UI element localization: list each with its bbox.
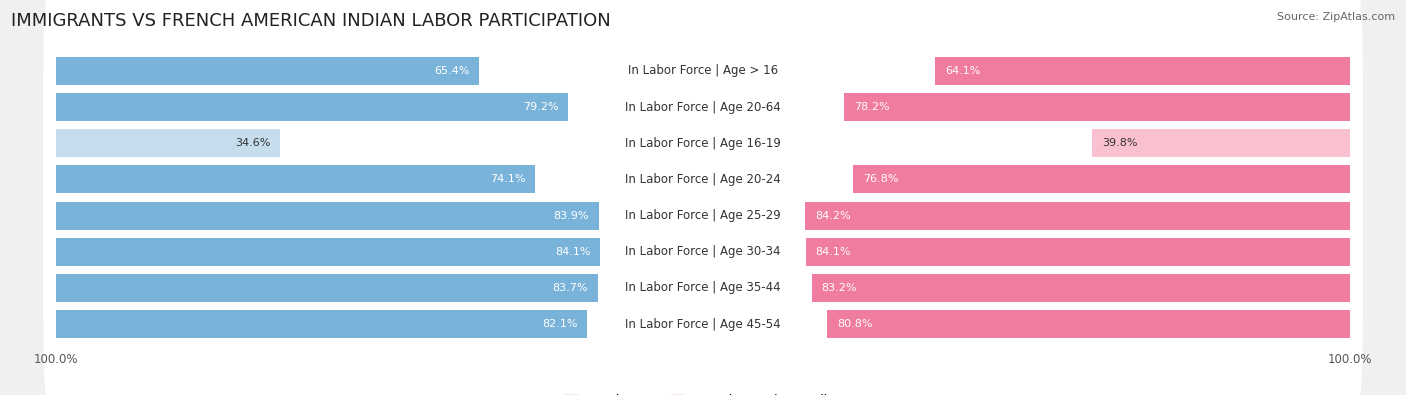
Text: In Labor Force | Age > 16: In Labor Force | Age > 16 [628, 64, 778, 77]
Legend: Immigrants, French American Indian: Immigrants, French American Indian [564, 394, 842, 395]
Text: 83.7%: 83.7% [553, 283, 588, 293]
Text: In Labor Force | Age 45-54: In Labor Force | Age 45-54 [626, 318, 780, 331]
FancyBboxPatch shape [44, 0, 1362, 176]
FancyBboxPatch shape [44, 219, 1362, 395]
Text: 76.8%: 76.8% [863, 175, 898, 184]
Text: 64.1%: 64.1% [945, 66, 980, 76]
Text: 84.2%: 84.2% [815, 211, 851, 220]
Bar [56, 310, 588, 338]
Bar [811, 274, 1350, 302]
Bar [806, 238, 1350, 266]
Bar [56, 93, 568, 121]
FancyBboxPatch shape [44, 38, 1362, 248]
Text: 74.1%: 74.1% [491, 175, 526, 184]
Text: In Labor Force | Age 25-29: In Labor Force | Age 25-29 [626, 209, 780, 222]
Bar [806, 202, 1350, 229]
Text: 84.1%: 84.1% [815, 247, 851, 257]
Bar [1092, 129, 1350, 157]
Text: 80.8%: 80.8% [837, 319, 872, 329]
Text: 34.6%: 34.6% [235, 138, 270, 148]
Bar [56, 202, 599, 229]
Text: 83.2%: 83.2% [821, 283, 856, 293]
Bar [853, 166, 1350, 193]
FancyBboxPatch shape [44, 2, 1362, 213]
Text: 82.1%: 82.1% [543, 319, 578, 329]
Text: IMMIGRANTS VS FRENCH AMERICAN INDIAN LABOR PARTICIPATION: IMMIGRANTS VS FRENCH AMERICAN INDIAN LAB… [11, 12, 612, 30]
FancyBboxPatch shape [44, 182, 1362, 393]
Bar [827, 310, 1350, 338]
Bar [56, 238, 600, 266]
Text: In Labor Force | Age 20-24: In Labor Force | Age 20-24 [626, 173, 780, 186]
Bar [844, 93, 1350, 121]
Bar [935, 57, 1350, 85]
Text: Source: ZipAtlas.com: Source: ZipAtlas.com [1277, 12, 1395, 22]
Text: 39.8%: 39.8% [1102, 138, 1137, 148]
Bar [56, 274, 598, 302]
FancyBboxPatch shape [44, 74, 1362, 285]
Text: 78.2%: 78.2% [853, 102, 890, 112]
Text: In Labor Force | Age 20-64: In Labor Force | Age 20-64 [626, 101, 780, 114]
Text: In Labor Force | Age 35-44: In Labor Force | Age 35-44 [626, 281, 780, 294]
FancyBboxPatch shape [44, 110, 1362, 321]
Bar [56, 57, 479, 85]
Text: 79.2%: 79.2% [523, 102, 558, 112]
Bar [56, 129, 280, 157]
FancyBboxPatch shape [44, 147, 1362, 357]
Bar [56, 166, 536, 193]
Text: In Labor Force | Age 30-34: In Labor Force | Age 30-34 [626, 245, 780, 258]
Text: In Labor Force | Age 16-19: In Labor Force | Age 16-19 [626, 137, 780, 150]
Text: 65.4%: 65.4% [434, 66, 470, 76]
Text: 84.1%: 84.1% [555, 247, 591, 257]
Text: 83.9%: 83.9% [554, 211, 589, 220]
